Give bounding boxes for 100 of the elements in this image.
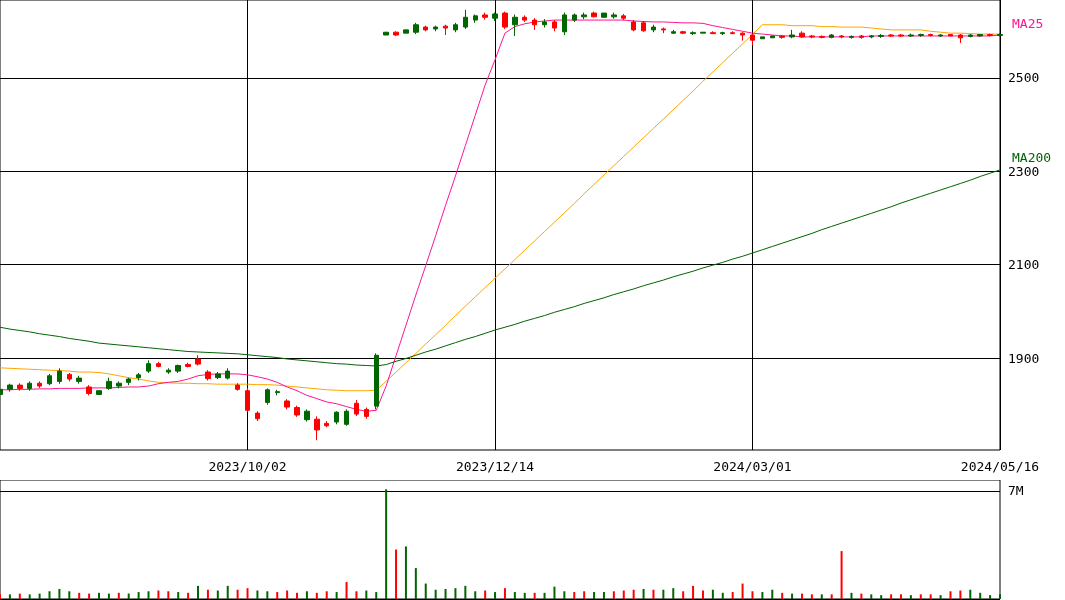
bar — [682, 591, 685, 599]
bar — [949, 591, 952, 599]
bar — [107, 593, 110, 599]
candlestick — [354, 399, 359, 417]
bar — [8, 594, 11, 599]
bar — [513, 592, 516, 599]
candlestick — [27, 380, 32, 392]
bar — [533, 592, 536, 599]
bar — [959, 590, 962, 599]
bar — [800, 593, 803, 599]
bar — [404, 546, 407, 599]
y-tick-label: 2100 — [1008, 257, 1040, 273]
bar — [791, 593, 794, 599]
bar — [820, 594, 823, 599]
candlestick — [195, 354, 201, 367]
candlestick — [938, 33, 943, 38]
candlestick — [284, 398, 290, 410]
candlestick — [770, 35, 775, 39]
bar — [137, 592, 140, 599]
bar — [860, 593, 863, 599]
bar — [870, 594, 873, 599]
candlestick — [235, 382, 240, 392]
candlestick — [156, 361, 161, 368]
candlestick — [641, 20, 646, 33]
candlestick — [37, 380, 42, 389]
bar — [395, 549, 398, 599]
candlestick — [789, 29, 795, 39]
candlestick — [225, 367, 230, 381]
bar — [98, 592, 101, 599]
bar — [721, 592, 724, 599]
candlestick — [878, 33, 884, 39]
candlestick — [819, 34, 825, 39]
candlestick — [294, 405, 300, 418]
bar — [840, 551, 843, 599]
bar — [503, 588, 506, 599]
bar — [444, 588, 447, 599]
bar — [286, 590, 289, 599]
bar — [880, 595, 883, 599]
candlestick — [245, 387, 250, 413]
bar — [88, 593, 91, 599]
bar — [226, 585, 229, 599]
candlestick — [106, 377, 112, 391]
bar — [365, 590, 368, 599]
candlestick — [750, 33, 755, 46]
candlestick — [958, 33, 963, 44]
candlestick — [116, 380, 122, 389]
x-tick-label: 2023/10/02 — [208, 459, 287, 474]
candlestick — [532, 17, 537, 31]
bar — [256, 590, 259, 599]
bar — [296, 592, 299, 599]
candlestick — [601, 12, 607, 18]
candlestick — [334, 410, 339, 425]
candlestick — [968, 33, 973, 38]
bar — [48, 591, 51, 599]
bar — [979, 592, 982, 599]
candlestick — [572, 13, 577, 23]
candlestick — [175, 364, 181, 374]
bar — [602, 592, 605, 599]
candlestick — [542, 18, 547, 29]
candlestick — [265, 387, 270, 406]
candlestick — [47, 373, 52, 386]
candlestick — [928, 33, 933, 37]
bar — [701, 590, 704, 599]
bar — [385, 489, 388, 599]
candlestick — [67, 372, 72, 382]
bar — [672, 588, 675, 599]
bar — [206, 589, 209, 599]
bar — [38, 593, 41, 599]
candlestick — [443, 24, 448, 36]
candlestick — [869, 34, 874, 39]
candlestick — [898, 33, 904, 38]
bar — [325, 591, 328, 599]
candlestick — [839, 34, 844, 39]
bar — [434, 589, 437, 599]
candlestick — [562, 12, 567, 36]
bar — [345, 582, 348, 599]
candlestick — [413, 22, 419, 35]
bar — [632, 589, 635, 599]
candlestick — [611, 12, 617, 20]
candlestick — [215, 371, 221, 380]
bar — [177, 592, 180, 599]
bar — [474, 591, 477, 599]
bar — [999, 594, 1001, 599]
bar — [424, 583, 427, 599]
bar — [692, 585, 695, 599]
bar — [157, 590, 160, 599]
candlestick — [185, 362, 191, 368]
bar — [741, 583, 744, 599]
candlestick — [849, 34, 854, 40]
bar — [127, 593, 130, 599]
candlestick — [304, 408, 310, 423]
bar — [890, 594, 893, 599]
candlestick — [552, 19, 557, 32]
bar — [464, 585, 467, 599]
bar — [781, 592, 784, 599]
bar — [523, 592, 526, 599]
candlestick — [403, 29, 409, 34]
candlestick — [393, 30, 399, 37]
bar — [929, 594, 932, 599]
candlestick — [730, 30, 735, 35]
